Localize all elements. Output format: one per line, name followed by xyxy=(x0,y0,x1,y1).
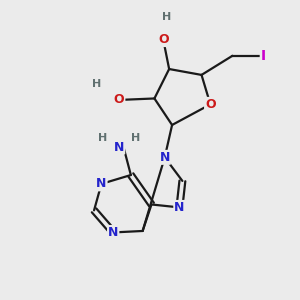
Text: O: O xyxy=(205,98,216,111)
Text: H: H xyxy=(162,12,171,22)
Text: N: N xyxy=(114,141,124,154)
Text: N: N xyxy=(160,151,170,164)
Text: N: N xyxy=(108,226,119,239)
Text: H: H xyxy=(92,79,102,89)
Text: N: N xyxy=(96,177,106,190)
Text: H: H xyxy=(131,133,140,143)
Text: O: O xyxy=(158,33,169,46)
Text: I: I xyxy=(261,49,266,63)
Text: O: O xyxy=(114,93,124,106)
Text: H: H xyxy=(98,133,107,143)
Text: N: N xyxy=(174,201,184,214)
